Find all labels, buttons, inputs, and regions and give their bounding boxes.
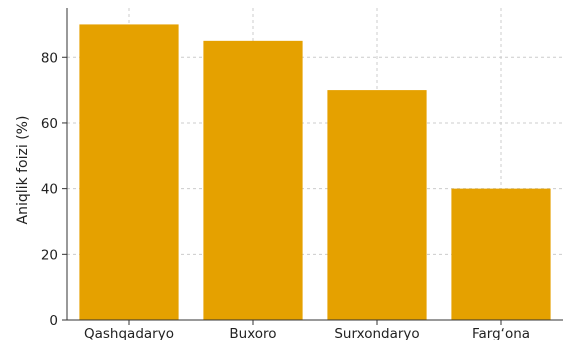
axis-layer (62, 8, 563, 325)
x-tick-label: Buxoro (229, 326, 276, 340)
bar (451, 188, 551, 320)
y-tick-label: 20 (41, 247, 58, 263)
bar (327, 90, 427, 321)
y-tick-label: 60 (41, 116, 58, 132)
y-tick-label: 40 (41, 182, 58, 198)
bar (203, 40, 303, 321)
bar (79, 24, 179, 321)
label-layer: 0 20 40 60 80 Qashqadaryo Buxoro Surxondaryo Far… (41, 50, 530, 342)
x-tick-label: Surxondaryo (334, 326, 419, 340)
bar-layer (79, 24, 551, 321)
y-axis-title: Aniqlik foizi (%) (15, 116, 31, 225)
y-tick-label: 80 (41, 50, 58, 66)
x-tick-label: Qashqadaryo (84, 326, 174, 340)
y-tick-label: 0 (49, 313, 58, 329)
x-tick-label: Farg‘ona (472, 326, 530, 340)
